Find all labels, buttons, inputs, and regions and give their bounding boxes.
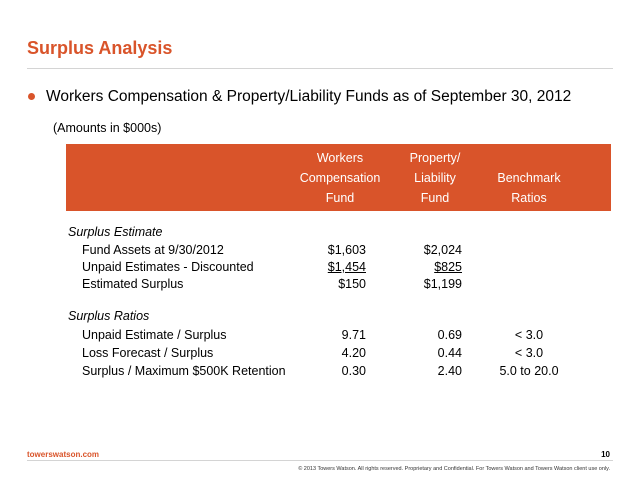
header-line: Property/ xyxy=(409,151,461,165)
row-benchmark: 5.0 to 20.0 xyxy=(499,364,559,378)
row-wc-value: 4.20 xyxy=(341,346,366,360)
title-rule xyxy=(27,68,613,69)
row-wc-value: $1,603 xyxy=(327,243,366,257)
slide-title: Surplus Analysis xyxy=(27,38,173,58)
header-line: Fund xyxy=(325,191,355,205)
header-benchmark: Benchmark Ratios xyxy=(479,148,579,208)
row-pl-value: $2,024 xyxy=(423,243,462,257)
header-line: Workers xyxy=(316,151,364,165)
header-line: Ratios xyxy=(511,191,547,205)
header-workers-comp: Workers Compensation Fund xyxy=(290,148,390,208)
row-wc-value: 9.71 xyxy=(341,328,366,342)
header-line: Benchmark xyxy=(497,171,561,185)
header-line: Compensation xyxy=(299,171,381,185)
row-wc-value: 0.30 xyxy=(341,364,366,378)
row-wc-value: $1,454 xyxy=(327,260,366,274)
row-label: Surplus / Maximum $500K Retention xyxy=(82,364,286,378)
footer-copyright: © 2013 Towers Watson. All rights reserve… xyxy=(298,466,610,472)
row-pl-value: 0.44 xyxy=(437,346,462,360)
bullet-text: Workers Compensation & Property/Liabilit… xyxy=(46,88,572,105)
row-pl-value: $1,199 xyxy=(423,277,462,291)
row-wc-value: $150 xyxy=(338,277,366,291)
footer-site-link[interactable]: towerswatson.com xyxy=(27,450,100,459)
page-number: 10 xyxy=(601,450,610,459)
row-pl-value: 0.69 xyxy=(437,328,462,342)
table-header-bar xyxy=(66,144,611,211)
row-label: Unpaid Estimate / Surplus xyxy=(82,328,227,342)
footer-rule xyxy=(27,460,613,461)
amounts-note: (Amounts in $000s) xyxy=(53,121,162,135)
row-benchmark: < 3.0 xyxy=(514,346,544,360)
row-pl-value: 2.40 xyxy=(437,364,462,378)
row-label: Loss Forecast / Surplus xyxy=(82,346,214,360)
header-line: Fund xyxy=(420,191,450,205)
row-label: Unpaid Estimates - Discounted xyxy=(82,260,254,274)
row-pl-value: $825 xyxy=(434,260,462,274)
section-title-surplus-estimate: Surplus Estimate xyxy=(68,225,163,239)
bullet-icon xyxy=(28,93,35,100)
header-line: Liability xyxy=(414,171,456,185)
section-title-surplus-ratios: Surplus Ratios xyxy=(68,309,150,323)
row-label: Fund Assets at 9/30/2012 xyxy=(82,243,224,257)
header-line xyxy=(479,148,579,168)
row-label: Estimated Surplus xyxy=(82,277,184,291)
header-property-liability: Property/ Liability Fund xyxy=(390,148,480,208)
row-benchmark: < 3.0 xyxy=(514,328,544,342)
